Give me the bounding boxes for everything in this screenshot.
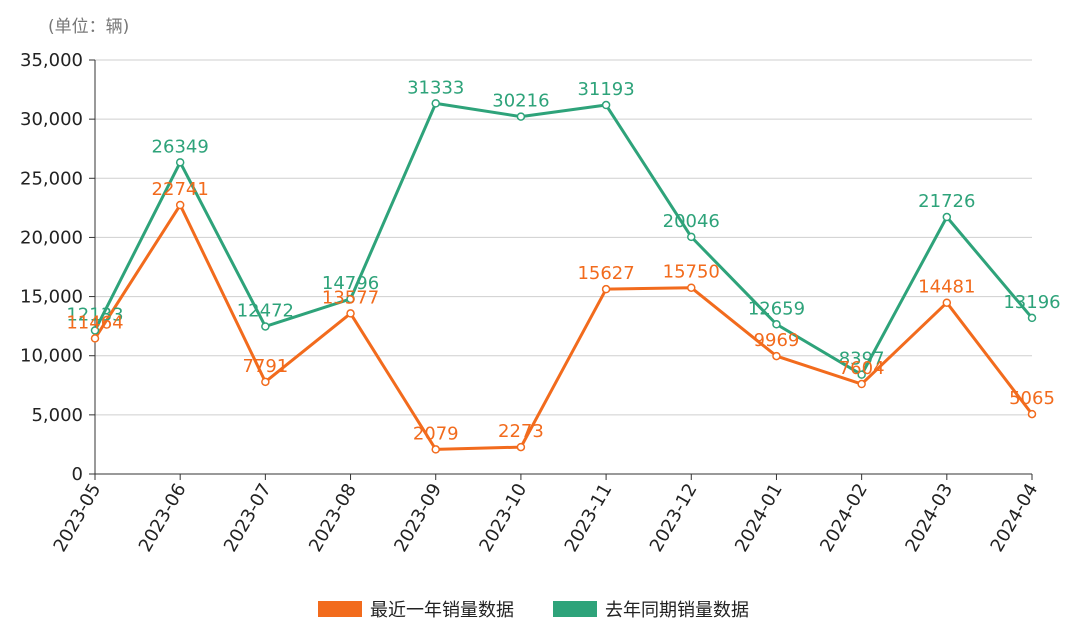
data-point [175, 200, 185, 210]
data-label: 7604 [839, 358, 885, 379]
y-tick-label: 5,000 [31, 405, 83, 426]
legend-swatch [553, 601, 597, 617]
data-label: 13577 [322, 287, 379, 308]
data-label: 11464 [66, 312, 123, 333]
series-line [93, 203, 1034, 451]
data-label: 15627 [577, 263, 634, 284]
data-point [431, 445, 440, 454]
data-point [346, 309, 355, 318]
data-point [1027, 313, 1037, 323]
data-point [857, 379, 866, 389]
data-point [942, 212, 952, 222]
y-tick-label: 0 [72, 464, 83, 485]
data-label: 22741 [152, 179, 209, 200]
data-label: 2079 [413, 423, 459, 444]
x-tick-label: 2024-04 [987, 480, 1043, 556]
data-point [346, 294, 355, 304]
y-tick-label: 25,000 [20, 168, 83, 189]
data-label: 2273 [498, 421, 544, 442]
unit-label: (单位：辆) [48, 17, 129, 37]
data-label: 20046 [663, 211, 720, 232]
data-label: 21726 [918, 191, 975, 212]
y-tick-label: 15,000 [20, 287, 83, 308]
data-label: 5065 [1009, 388, 1055, 409]
data-label: 31333 [407, 77, 464, 98]
data-label: 9969 [754, 330, 800, 351]
y-tick-label: 20,000 [20, 227, 83, 248]
x-tick-label: 2023-08 [305, 480, 361, 556]
data-point [1027, 409, 1037, 419]
data-point [772, 351, 781, 361]
data-label: 14796 [322, 273, 379, 294]
data-label: 15750 [663, 262, 720, 283]
x-tick-label: 2023-05 [50, 480, 106, 556]
data-label: 12659 [748, 298, 805, 319]
x-tick-label: 2023-10 [475, 480, 531, 556]
x-tick-label: 2024-01 [731, 480, 787, 556]
y-tick-label: 10,000 [20, 346, 83, 367]
y-tick-label: 30,000 [20, 109, 83, 130]
x-tick-label: 2023-11 [561, 480, 617, 556]
data-point [516, 112, 526, 121]
data-point [175, 158, 185, 167]
data-label: 31193 [577, 79, 634, 100]
x-tick-label: 2024-03 [901, 480, 957, 556]
x-tick-label: 2024-02 [816, 480, 872, 556]
data-label: 12133 [66, 304, 123, 325]
data-label: 7791 [242, 356, 288, 377]
data-point [857, 370, 866, 379]
data-label: 13196 [1003, 292, 1060, 313]
legend-label: 最近一年销量数据 [370, 600, 514, 621]
x-tick-label: 2023-07 [220, 480, 276, 556]
legend-swatch [318, 601, 362, 617]
x-tick-label: 2023-09 [390, 480, 446, 556]
data-point [601, 284, 611, 294]
data-point [772, 320, 781, 329]
x-tick-label: 2023-12 [646, 480, 702, 556]
data-point [687, 283, 696, 292]
data-point [942, 298, 952, 307]
data-point [431, 99, 440, 108]
y-tick-label: 35,000 [20, 50, 83, 71]
data-point [687, 232, 696, 242]
series-line [93, 101, 1034, 377]
data-label: 30216 [492, 91, 549, 112]
data-point [90, 334, 100, 343]
data-label: 8397 [839, 349, 885, 370]
data-label: 12472 [237, 300, 294, 321]
data-point [516, 442, 526, 452]
data-label: 14481 [918, 277, 975, 298]
x-tick-label: 2023-06 [135, 480, 191, 556]
legend-label: 去年同期销量数据 [605, 600, 749, 621]
data-point [261, 377, 270, 387]
data-point [261, 322, 270, 331]
data-point [601, 100, 611, 110]
data-point [90, 326, 100, 335]
data-label: 26349 [152, 136, 209, 157]
